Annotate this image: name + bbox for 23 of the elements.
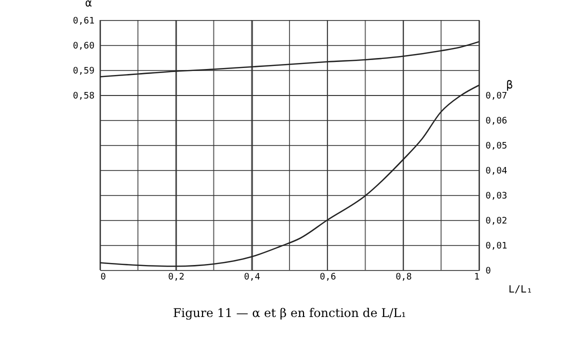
y2-tick-label: 0,07 (486, 92, 508, 102)
y-tick-label: 0,60 (72, 42, 94, 52)
line-series (100, 84, 479, 267)
y-tick-label: 0,59 (72, 66, 94, 76)
x-tick-label: 0 (100, 272, 106, 282)
y2-tick-label: 0,06 (486, 116, 508, 126)
y-tick-label: 0,61 (72, 16, 94, 26)
line-series (100, 41, 479, 78)
x-tick-label: 1 (474, 272, 480, 282)
y2-axis-title: β (506, 78, 514, 92)
x-tick-label: 0,8 (396, 272, 412, 282)
x-tick-label: 0,4 (244, 272, 260, 282)
x-axis-title: L/L₁ (508, 284, 533, 296)
y2-tick-label: 0,03 (486, 192, 508, 202)
y2-tick-label: 0,04 (486, 166, 508, 176)
y2-tick-label: 0,02 (486, 216, 508, 226)
y-axis-title: α (85, 0, 92, 10)
caption: Figure 11 — α et β en fonction de L/L₁ (172, 306, 406, 320)
x-tick-label: 0,2 (168, 272, 184, 282)
y2-tick-label: 0,01 (486, 242, 508, 252)
y-tick-label: 0,58 (72, 92, 94, 102)
x-tick-label: 0,6 (320, 272, 336, 282)
y2-tick-label: 0,05 (486, 142, 508, 152)
